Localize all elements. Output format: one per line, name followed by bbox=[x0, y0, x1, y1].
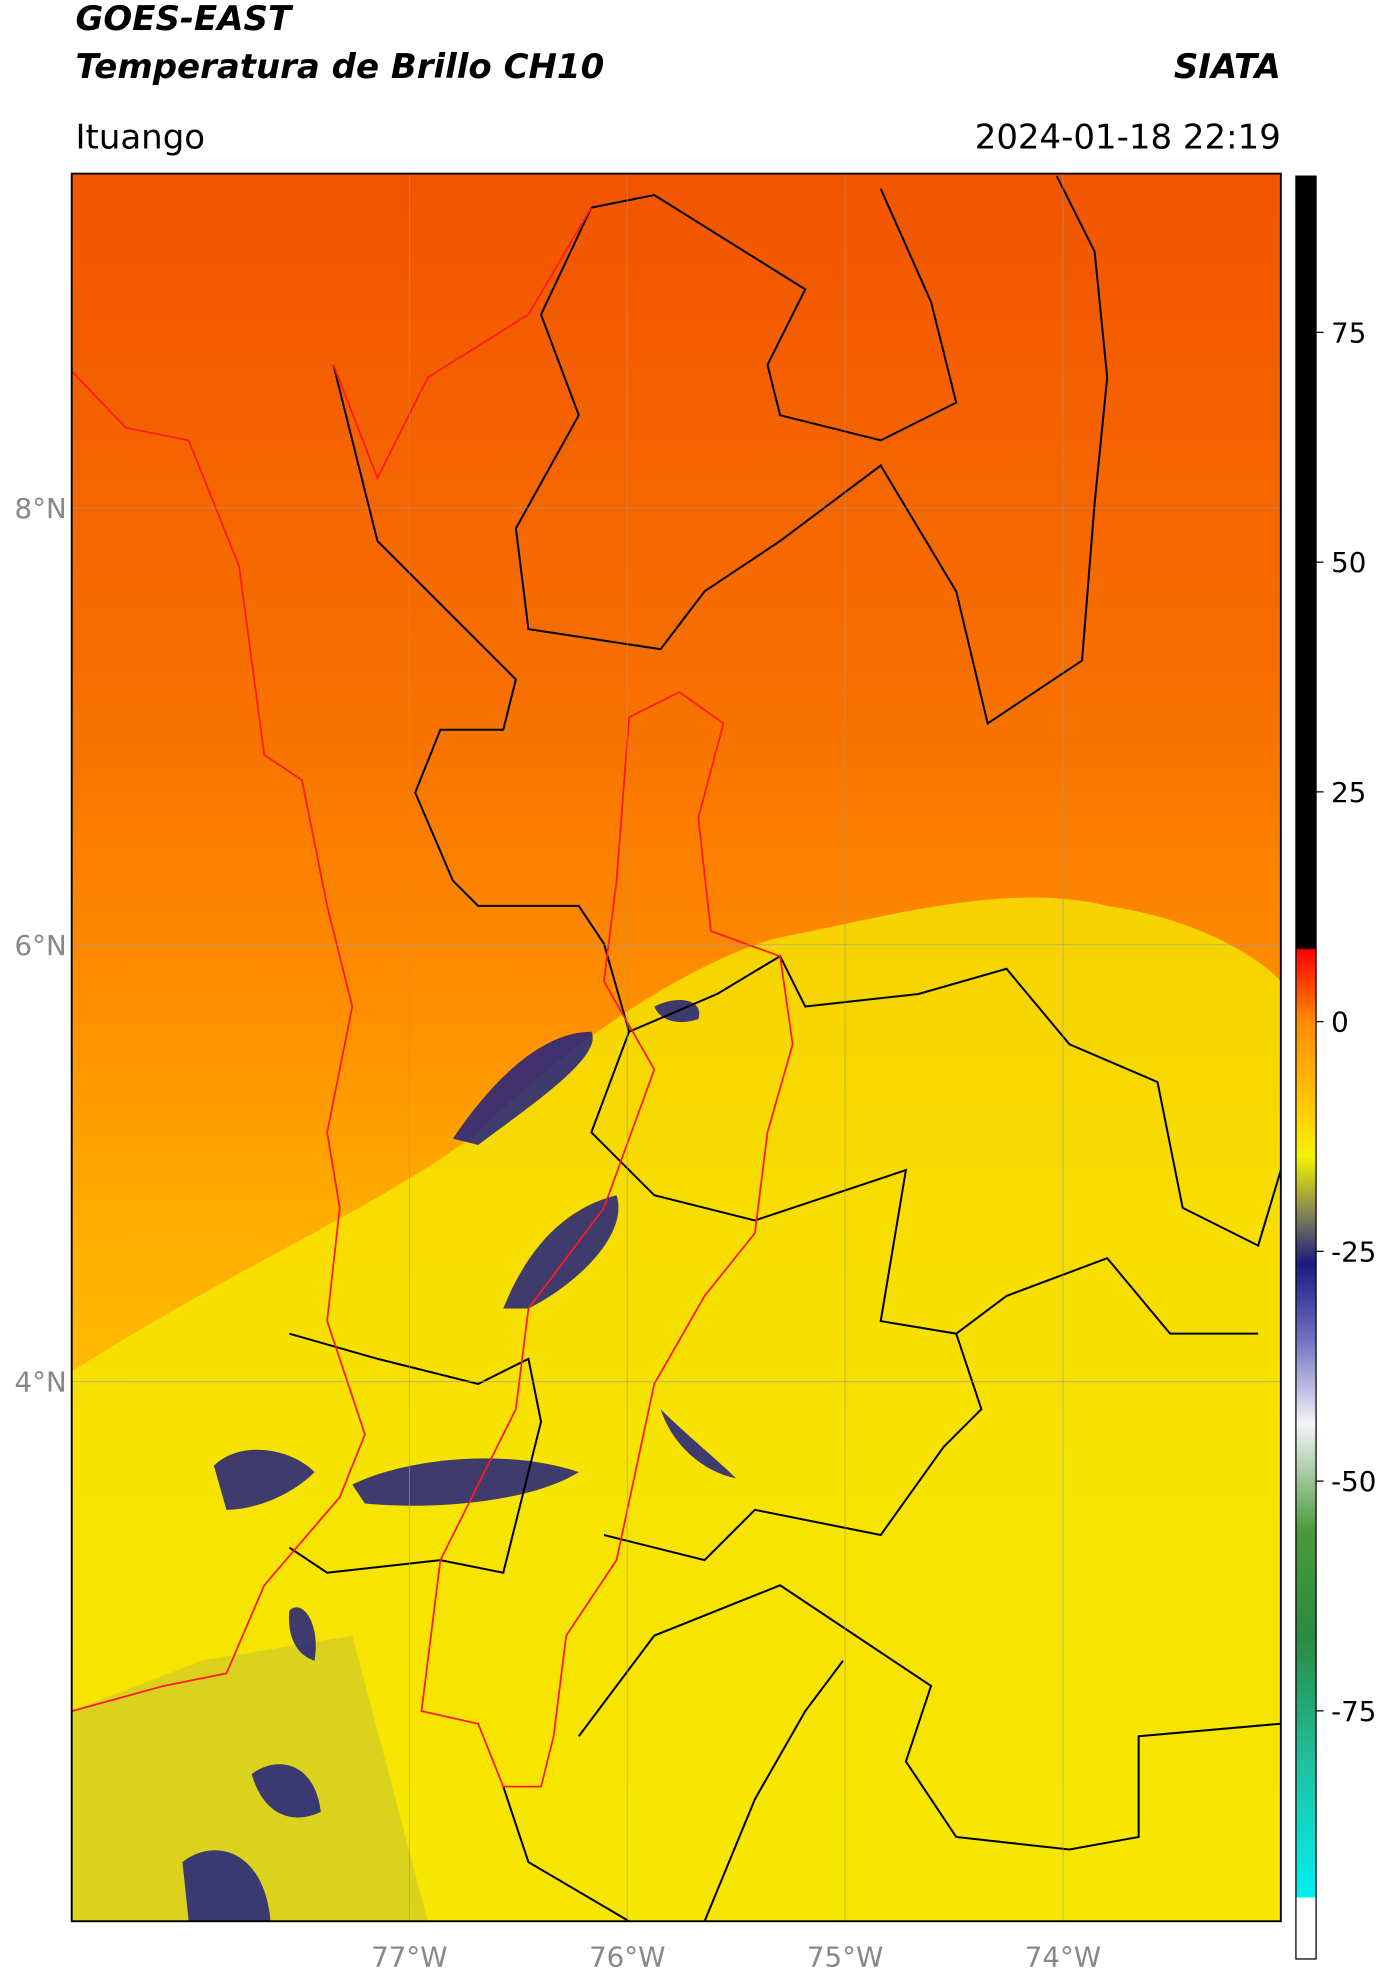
colorbar-tick-label: -25 bbox=[1331, 1235, 1376, 1268]
borders bbox=[71, 175, 1281, 1922]
x-tick-label: 75°W bbox=[807, 1941, 883, 1974]
ticks: 77°W 76°W 75°W 74°W 4°N 6°N 8°N 75 50 25 0 -25 -50 -7… bbox=[15, 316, 1377, 1973]
x-tick-label: 76°W bbox=[589, 1941, 665, 1974]
colorbar-tick-label: 50 bbox=[1331, 546, 1366, 579]
y-tick-label: 6°N bbox=[15, 929, 67, 962]
subtitle: Temperatura de Brillo CH10 bbox=[75, 47, 604, 87]
grid bbox=[71, 173, 1281, 1922]
y-tick-label: 4°N bbox=[15, 1366, 67, 1399]
source: SIATA bbox=[1174, 47, 1281, 87]
colorbar-tick-label: 75 bbox=[1331, 316, 1366, 349]
colorbar-tick-label: 0 bbox=[1331, 1006, 1349, 1039]
map bbox=[71, 173, 1281, 1922]
colorbar bbox=[1295, 175, 1317, 1960]
x-tick-label: 77°W bbox=[371, 1941, 447, 1974]
y-tick-label: 8°N bbox=[15, 492, 67, 525]
map-frame bbox=[70, 172, 1282, 1923]
cloud-region bbox=[71, 1635, 428, 1922]
cold-region bbox=[71, 897, 1281, 1922]
title: GOES-EAST bbox=[75, 0, 293, 39]
colorbar-tick-label: 25 bbox=[1331, 776, 1366, 809]
x-tick-label: 74°W bbox=[1025, 1941, 1101, 1974]
datetime: 2024-01-18 22:19 bbox=[975, 117, 1281, 157]
colorbar-tick-label: -50 bbox=[1331, 1465, 1376, 1498]
colorbar-tick-label: -75 bbox=[1331, 1695, 1376, 1728]
location: Ituango bbox=[75, 117, 205, 157]
